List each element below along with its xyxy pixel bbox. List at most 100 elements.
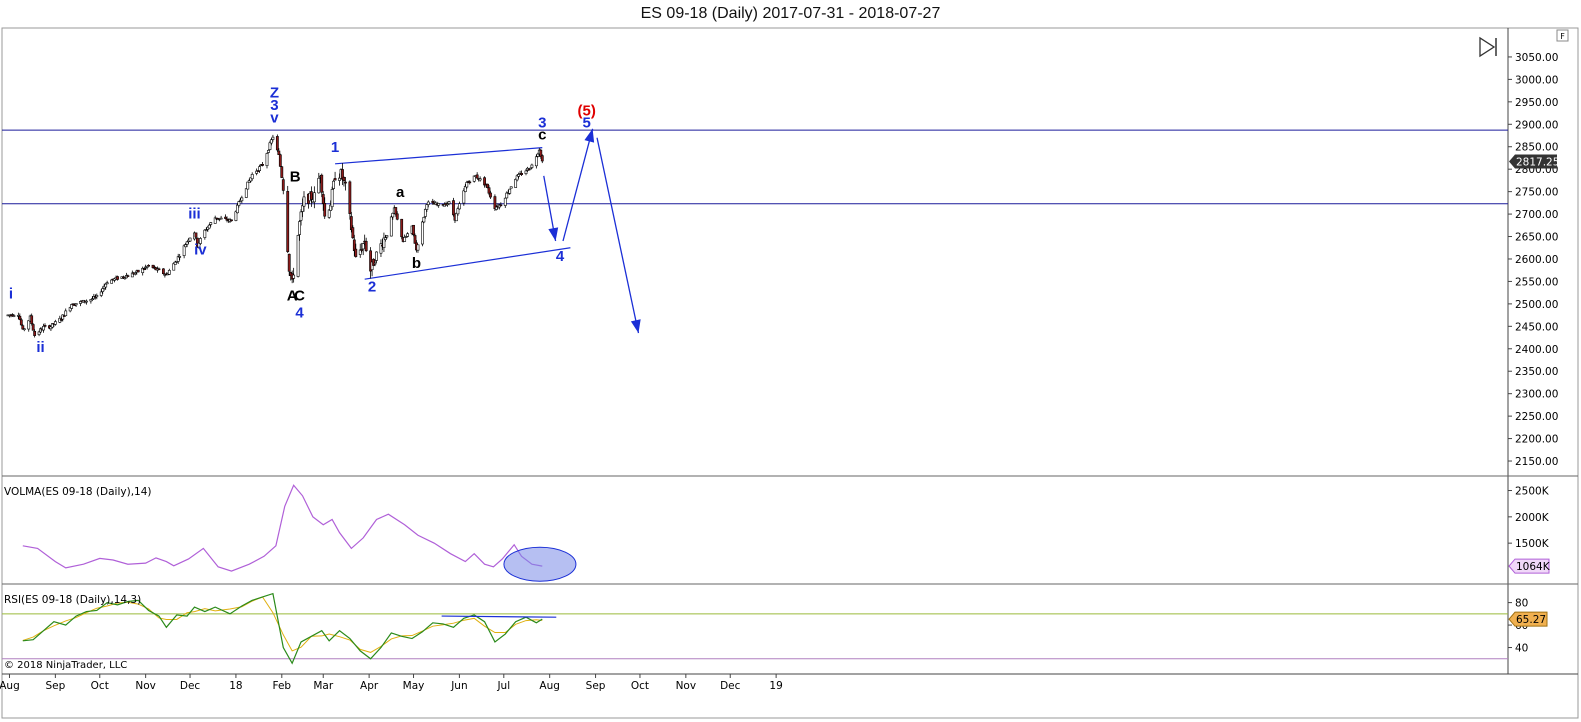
candle-up [391, 212, 395, 218]
candle-down [323, 203, 327, 217]
candle-down [400, 218, 404, 238]
candlestick-series [6, 134, 544, 338]
candle-down [452, 200, 455, 216]
time-tick-label: Mar [313, 680, 333, 692]
price-tick-label: 2350.00 [1515, 366, 1558, 378]
candle-up [70, 304, 74, 309]
candle-up [529, 167, 532, 170]
forecast-arrows [543, 128, 641, 334]
price-tick-label: 2600.00 [1515, 254, 1558, 266]
price-tick-label: 3050.00 [1515, 52, 1558, 64]
wave-label: iii [188, 206, 201, 223]
candle-up [463, 185, 467, 192]
candle-down [348, 181, 352, 214]
candle-down [354, 248, 358, 257]
scroll-to-end-icon[interactable] [1479, 36, 1497, 58]
candle-up [332, 180, 336, 189]
candle-up [317, 177, 321, 194]
candle-down [136, 269, 140, 273]
last-price-badge: 2817.25 [1509, 154, 1559, 169]
price-tick-label: 2300.00 [1515, 389, 1558, 401]
candle-up [312, 192, 316, 203]
candle-up [455, 212, 458, 222]
price-tick-label: 2950.00 [1515, 97, 1558, 109]
candle-up [425, 204, 429, 210]
candle-up [437, 203, 441, 206]
time-tick-label: Feb [273, 680, 292, 692]
candle-up [534, 156, 538, 167]
wave-label: a [396, 184, 405, 201]
candle-up [530, 164, 534, 168]
forecast-arrow-head [548, 227, 559, 242]
candle-up [185, 241, 189, 245]
candle-down [59, 319, 63, 321]
candle-down [19, 319, 23, 326]
forecast-arrow-head [630, 319, 641, 334]
candle-up [240, 197, 244, 202]
candle-down [320, 174, 324, 193]
candle-up [268, 142, 272, 150]
corner-box[interactable] [1556, 29, 1569, 42]
candle-down [275, 136, 279, 151]
candle-up [234, 211, 238, 221]
candle-down [116, 276, 119, 280]
candle-up [61, 314, 65, 320]
price-tick-label: 2700.00 [1515, 209, 1558, 221]
candle-down [412, 224, 415, 235]
candle-up [517, 174, 521, 177]
candle-up [406, 233, 410, 237]
candle-up [209, 222, 213, 225]
candle-down [147, 264, 151, 267]
wave-label: v [270, 109, 279, 126]
candle-up [509, 186, 513, 189]
candle-down [341, 169, 344, 180]
wave-label: (5) [578, 102, 596, 119]
price-tick-label: 2450.00 [1515, 321, 1558, 333]
rsi-panel: 806040 [2, 592, 1528, 665]
candle-up [178, 256, 182, 258]
candle-down [309, 191, 313, 200]
forecast-arrow-line [596, 137, 640, 334]
candle-down [261, 164, 264, 166]
candle-up [296, 235, 300, 277]
candle-up [447, 201, 451, 204]
candle-up [95, 295, 99, 298]
wave-label: Z [270, 84, 279, 101]
candle-up [219, 217, 223, 220]
rsi-value-text: 65.27 [1516, 614, 1546, 626]
rsi-signal-line [22, 596, 543, 653]
time-tick-label: Jul [496, 680, 510, 692]
low-volume-highlight-ellipse [503, 546, 577, 582]
wave-label: 3 [270, 97, 278, 114]
wave-label: 1 [331, 139, 339, 156]
candle-down [194, 232, 198, 238]
candle-up [123, 277, 127, 280]
wave-label: b [412, 255, 421, 272]
candle-down [43, 325, 47, 327]
candle-up [167, 270, 171, 275]
wave-label: A [287, 288, 298, 305]
candle-down [281, 179, 285, 191]
price-axis: 3050.003000.002950.002900.002850.002800.… [1508, 52, 1558, 468]
candle-up [99, 291, 103, 296]
wave-label: i [9, 285, 13, 302]
candle-up [237, 201, 241, 206]
time-tick-label: Dec [720, 680, 741, 692]
candle-down [372, 258, 375, 266]
candle-up [12, 315, 16, 317]
candle-down [468, 181, 472, 184]
wave-label: B [290, 168, 301, 185]
wave-label: c [538, 127, 546, 144]
time-tick-label: Aug [0, 680, 20, 692]
candle-up [383, 237, 387, 240]
candle-up [250, 174, 254, 180]
candle-down [493, 196, 497, 210]
price-tick-label: 2400.00 [1515, 344, 1558, 356]
candle-up [514, 178, 518, 188]
volma-panel: 2500K 2000K 1500K [22, 484, 1550, 582]
volma-tick-label: 2500K [1515, 486, 1550, 498]
candle-down [286, 191, 290, 252]
candle-down [344, 181, 347, 184]
candle-up [172, 263, 176, 271]
